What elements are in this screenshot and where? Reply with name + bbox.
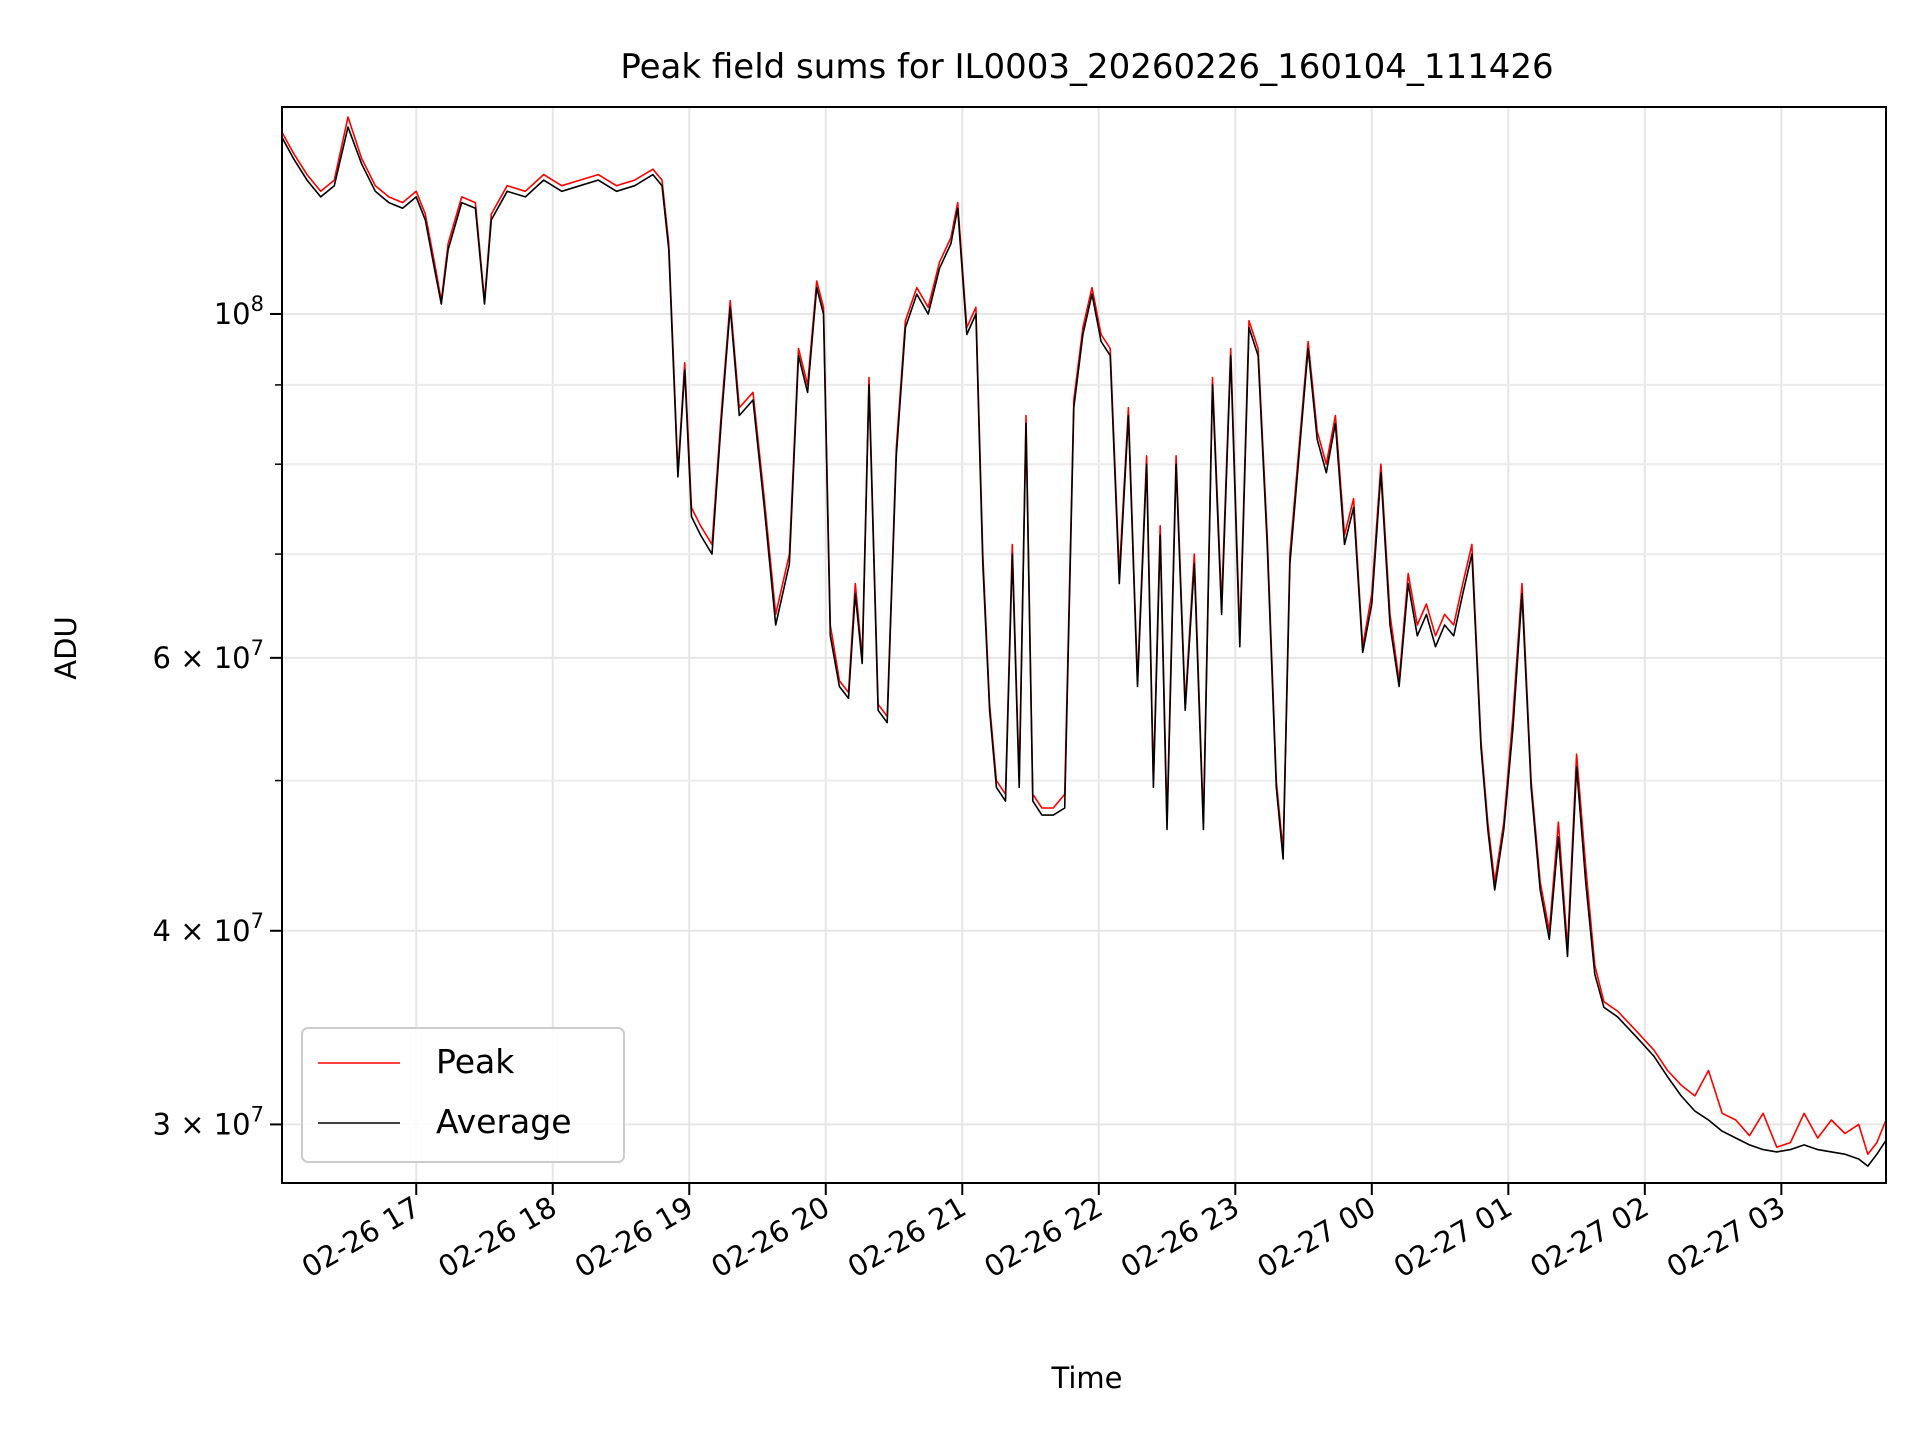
y-tick-label: 6 × 107 bbox=[153, 636, 264, 675]
plot-frame bbox=[281, 106, 1887, 1184]
chart-title: Peak field sums for IL0003_20260226_1601… bbox=[620, 47, 1553, 87]
series-line-peak bbox=[282, 116, 1886, 1155]
y-tick-label: 4 × 107 bbox=[153, 909, 264, 948]
y-axis-label: ADU bbox=[49, 616, 83, 679]
legend-label-peak: Peak bbox=[436, 1042, 515, 1081]
legend-label-average: Average bbox=[436, 1102, 572, 1141]
series-line-average bbox=[282, 126, 1886, 1167]
legend: Peak Average bbox=[301, 1027, 625, 1163]
y-tick-label: 3 × 107 bbox=[153, 1102, 264, 1141]
y-tick-label: 108 bbox=[214, 292, 264, 331]
x-axis-label: Time bbox=[1051, 1361, 1123, 1395]
legend-box bbox=[301, 1027, 625, 1163]
series-layer bbox=[282, 116, 1886, 1167]
grid-layer bbox=[282, 107, 1886, 1183]
